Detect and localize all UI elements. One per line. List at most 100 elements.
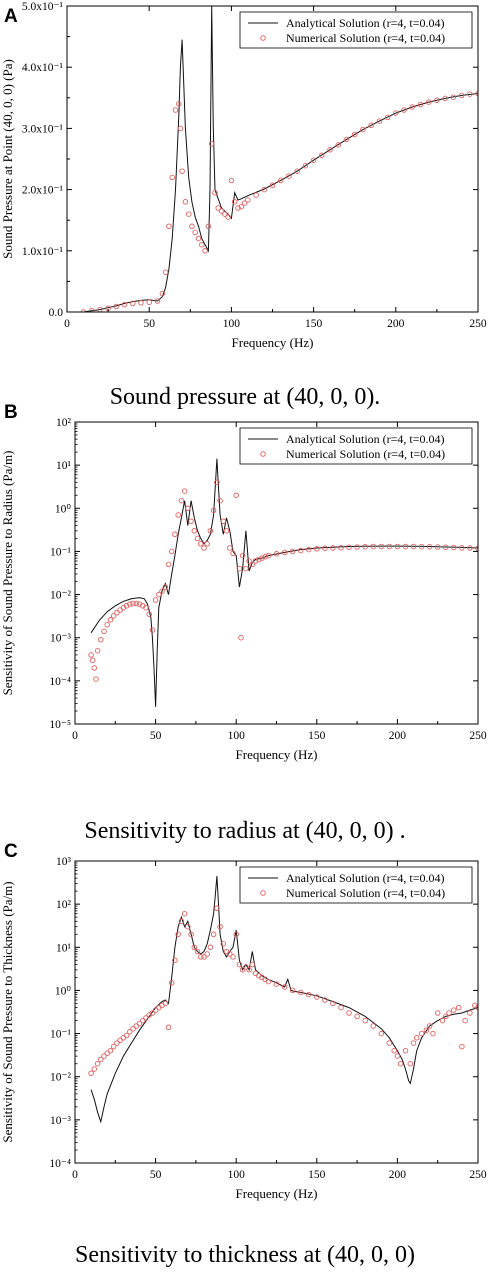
data-point-numerical — [201, 954, 207, 960]
panel-letter: B — [4, 402, 18, 423]
chart-panel-a: A 0 50 100 150 200 250 0.0 1.0x10⁻¹ 2.0x10⁻¹ 3.0x1… — [0, 1, 487, 410]
data-point-numerical — [168, 548, 175, 555]
data-point-numerical — [236, 961, 243, 968]
data-point-numerical — [181, 910, 188, 917]
data-point-numerical — [386, 543, 393, 550]
data-point-numerical — [177, 125, 184, 132]
data-point-numerical — [443, 1013, 449, 1020]
data-point-numerical — [459, 545, 465, 551]
data-point-numerical — [172, 531, 178, 538]
y-tick-label: 10⁻⁴ — [49, 676, 71, 688]
data-point-numerical — [204, 541, 210, 547]
panel-caption: Sound pressure at (40, 0, 0). — [110, 384, 381, 410]
legend-entry-numerical: Numerical Solution (r=4, t=0.04) — [286, 31, 445, 45]
series-line-analytical — [83, 6, 478, 312]
data-point-numerical — [188, 518, 194, 525]
data-point-numerical — [110, 613, 117, 619]
data-point-numerical — [417, 101, 424, 108]
data-point-numerical — [202, 248, 208, 254]
data-point-numerical — [455, 1004, 462, 1011]
data-point-numerical — [401, 107, 407, 113]
series-line-analytical — [90, 458, 478, 707]
data-point-numerical — [239, 967, 246, 973]
y-tick-label: 10⁻³ — [50, 633, 72, 645]
data-point-numerical — [243, 964, 249, 970]
data-point-numerical — [172, 107, 179, 113]
data-point-numerical — [88, 1070, 94, 1077]
data-point-numerical — [101, 1053, 107, 1059]
data-point-numerical — [236, 565, 243, 572]
data-point-numerical — [104, 621, 110, 628]
data-point-numerical — [133, 600, 140, 607]
data-point-numerical — [178, 497, 185, 504]
data-point-numerical — [214, 905, 220, 912]
data-point-numerical — [289, 987, 296, 994]
data-point-numerical — [343, 136, 350, 143]
data-point-numerical — [208, 140, 215, 147]
data-point-numerical — [354, 1013, 360, 1020]
data-point-numerical — [136, 601, 143, 607]
data-point-numerical — [143, 1015, 149, 1021]
data-point-numerical — [182, 199, 189, 205]
data-point-numerical — [410, 543, 417, 550]
data-point-numerical — [98, 1056, 104, 1063]
y-tick-label: 10¹ — [56, 942, 72, 954]
data-point-numerical — [262, 554, 268, 560]
data-point-numerical — [294, 168, 300, 174]
data-point-numerical — [214, 479, 220, 486]
data-point-numerical — [338, 544, 344, 551]
y-tick-label: 10⁻⁴ — [49, 1158, 71, 1170]
data-point-numerical — [123, 603, 130, 609]
data-point-numerical — [130, 1025, 136, 1032]
data-point-numerical — [391, 1047, 397, 1054]
data-point-numerical — [249, 961, 256, 968]
legend-marker-swatch — [260, 35, 266, 41]
y-tick-label: 4.0x10⁻¹ — [22, 62, 64, 74]
data-point-numerical — [297, 547, 304, 554]
data-point-numerical — [402, 543, 409, 550]
y-axis-label: Sound Pressure at Point (40, 0, 0) (Pa) — [0, 59, 15, 259]
x-tick-label: 150 — [305, 318, 323, 330]
data-point-numerical — [194, 948, 201, 955]
data-point-numerical — [162, 269, 169, 275]
data-point-numerical — [201, 545, 207, 551]
data-point-numerical — [94, 1060, 101, 1067]
data-point-numerical — [220, 941, 227, 947]
data-point-numerical — [188, 931, 194, 938]
data-point-numerical — [269, 182, 276, 189]
x-axis-label: Frequency (Hz) — [236, 747, 318, 762]
data-point-numerical — [101, 628, 107, 635]
legend-box — [239, 11, 473, 49]
data-point-numerical — [434, 97, 440, 103]
data-point-numerical — [467, 1010, 473, 1016]
data-point-numerical — [434, 544, 441, 550]
data-point-numerical — [384, 114, 391, 121]
y-tick-label: 10⁻¹ — [50, 1029, 72, 1041]
data-point-numerical — [402, 1047, 409, 1054]
data-point-numerical — [462, 1017, 468, 1024]
data-point-numerical — [273, 981, 280, 987]
data-point-numerical — [370, 1023, 376, 1029]
data-point-numerical — [133, 1023, 140, 1029]
data-point-numerical — [189, 223, 195, 230]
data-point-numerical — [346, 1010, 352, 1016]
legend-entry-numerical: Numerical Solution (r=4, t=0.04) — [286, 447, 445, 461]
y-axis-label: Sensitivity of Sound Pressure to Thickne… — [0, 881, 15, 1142]
data-point-numerical — [238, 203, 245, 210]
data-point-numerical — [178, 918, 185, 925]
legend-entry-analytical: Analytical Solution (r=4, t=0.04) — [286, 16, 445, 30]
data-point-numerical — [88, 652, 94, 658]
data-point-numerical — [235, 205, 241, 211]
data-point-numerical — [394, 1053, 401, 1059]
data-point-numerical — [475, 90, 478, 97]
x-tick-label: 200 — [389, 730, 407, 742]
data-point-numerical — [205, 223, 212, 230]
x-axis-label: Frequency (Hz) — [232, 335, 314, 350]
data-point-numerical — [159, 290, 166, 297]
legend-box — [239, 427, 473, 465]
x-tick-label: 50 — [143, 318, 155, 330]
data-point-numerical — [166, 223, 172, 230]
data-point-numerical — [220, 518, 227, 525]
data-point-numerical — [217, 923, 223, 930]
data-point-numerical — [314, 546, 320, 552]
